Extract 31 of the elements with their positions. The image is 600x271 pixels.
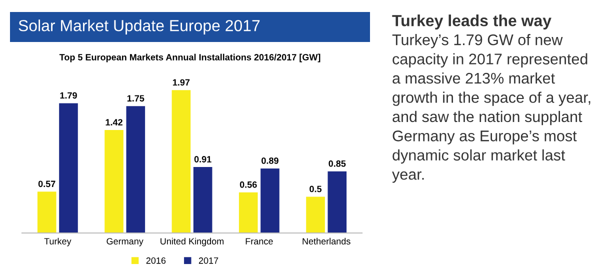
chart-subtitle: Top 5 European Markets Annual Installations 2016/2017 [GW]	[59, 54, 320, 62]
x-tick-label: Netherlands	[302, 238, 350, 244]
bar	[238, 192, 258, 233]
x-tick-label: United Kingdom	[160, 238, 224, 246]
legend-label: 2017	[198, 257, 218, 264]
data-label: 0.5	[310, 186, 322, 192]
text: Turkey leads the way	[392, 14, 552, 30]
data-label: 0.85	[328, 160, 346, 167]
data-label: 1.97	[172, 79, 190, 86]
bar	[328, 171, 347, 233]
data-label: 1.42	[106, 119, 122, 126]
data-label: 0.56	[240, 181, 257, 188]
bar	[104, 130, 124, 233]
legend-label: 2016	[146, 257, 166, 264]
bar	[172, 90, 191, 233]
x-tick-label: France	[246, 238, 273, 244]
bar	[37, 192, 56, 233]
bar	[306, 196, 325, 233]
x-tick-label: Turkey	[44, 238, 72, 246]
data-label: 0.89	[262, 158, 278, 164]
bar	[193, 167, 212, 233]
data-label: 1.75	[127, 95, 144, 102]
chart-title: Solar Market Update Europe 2017	[18, 20, 260, 34]
x-tick-label: Germany	[106, 238, 144, 246]
bar	[260, 168, 280, 233]
bar	[59, 103, 78, 233]
text: Turkey’s 1.79 GW of new capacity in 2017 represented a massive 213% market growth in the space of a year, and saw the nation supplant Germany as Europe’s most dynamic solar market last year.	[392, 34, 590, 183]
data-label: 1.79	[60, 92, 77, 99]
data-label: 0.91	[194, 156, 212, 162]
data-label: 0.57	[38, 180, 56, 188]
bar	[126, 106, 146, 233]
